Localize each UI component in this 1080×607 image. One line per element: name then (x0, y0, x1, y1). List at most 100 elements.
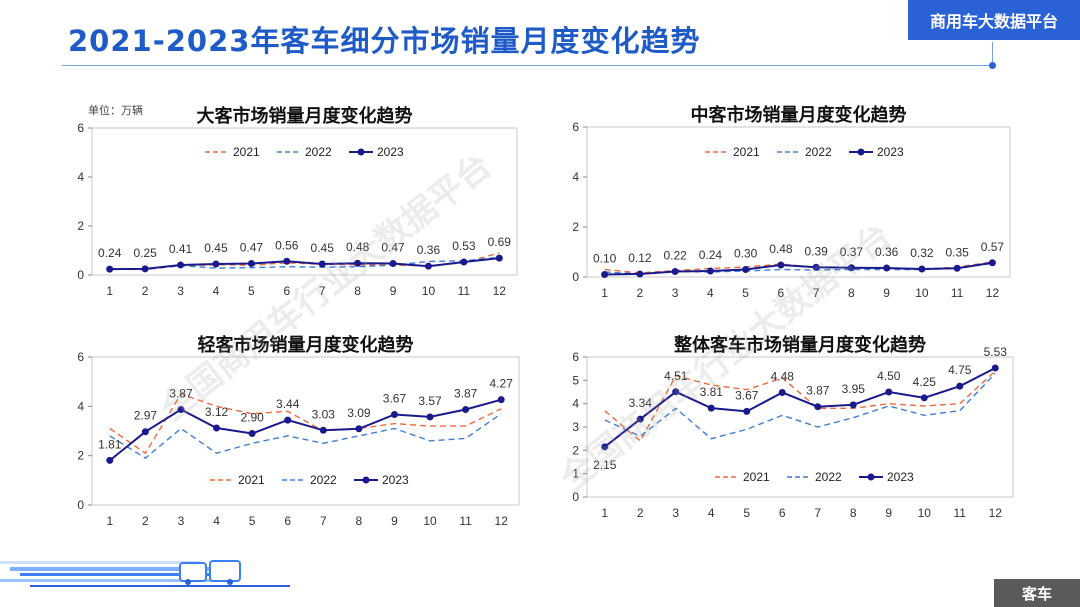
x-tick-label: 7 (320, 514, 327, 528)
x-tick-label: 8 (356, 514, 363, 528)
x-tick-label: 1 (106, 514, 113, 528)
data-label: 0.48 (769, 242, 793, 256)
y-tick-label: 2 (572, 443, 579, 457)
data-label: 4.48 (771, 369, 795, 383)
data-label: 4.25 (913, 375, 937, 389)
data-point-2023 (247, 259, 255, 267)
legend-label: 2023 (887, 470, 914, 484)
legend-marker (857, 148, 865, 156)
chart-total-bus: 0 1 2 3 4 5 6 1 2 3 4 5 6 7 8 9 10 11 12 整体客车市场销量月度变化趋势 2.15… (555, 325, 1025, 535)
legend-label: 2023 (877, 145, 904, 159)
y-tick-label: 3 (572, 420, 579, 434)
y-tick-label: 6 (77, 121, 84, 135)
series-line-2022 (604, 372, 996, 440)
data-label: 3.57 (418, 394, 442, 408)
data-point-2023 (141, 428, 149, 436)
x-tick-label: 4 (707, 286, 714, 300)
x-tick-label: 3 (672, 506, 679, 520)
y-tick-label: 6 (77, 350, 84, 364)
x-tick-label: 6 (284, 514, 291, 528)
legend-label: 2021 (233, 145, 260, 159)
x-tick-label: 10 (423, 514, 437, 528)
data-point-2023 (706, 267, 714, 275)
x-tick-label: 2 (637, 286, 644, 300)
data-point-2023 (742, 266, 750, 273)
data-point-2023 (777, 261, 785, 269)
data-point-2023 (177, 261, 185, 269)
x-tick-label: 4 (213, 284, 220, 298)
data-label: 0.48 (346, 240, 370, 254)
data-point-2023 (885, 388, 893, 396)
y-tick-label: 2 (77, 449, 84, 463)
data-point-2023 (495, 254, 503, 262)
x-tick-label: 12 (495, 514, 509, 528)
data-label: 0.32 (910, 246, 934, 260)
data-point-2023 (213, 424, 221, 432)
y-tick-label: 0 (77, 268, 84, 282)
plot-frame (586, 356, 1014, 498)
y-tick-label: 2 (77, 219, 84, 233)
data-point-2023 (283, 257, 291, 265)
y-tick-label: 2 (572, 220, 579, 234)
x-tick-label: 2 (142, 284, 149, 298)
data-label: 3.44 (276, 397, 300, 411)
data-label: 0.25 (133, 246, 157, 260)
data-point-2023 (248, 429, 256, 437)
data-point-2023 (355, 425, 363, 433)
x-tick-label: 2 (142, 514, 149, 528)
y-tick-label: 4 (572, 170, 579, 184)
legend-marker (357, 148, 365, 156)
x-tick-label: 2 (637, 506, 644, 520)
data-point-2023 (920, 394, 928, 402)
x-tick-label: 12 (493, 284, 507, 298)
x-tick-label: 5 (249, 514, 256, 528)
legend-marker (867, 473, 875, 481)
legend-label: 2023 (377, 145, 404, 159)
series-line-2021 (109, 393, 502, 455)
data-label: 0.45 (204, 241, 228, 255)
x-tick-label: 1 (601, 286, 608, 300)
data-label: 4.51 (664, 369, 688, 383)
data-point-2023 (672, 388, 680, 396)
data-label: 3.95 (842, 382, 866, 396)
x-tick-label: 8 (850, 506, 857, 520)
y-tick-label: 4 (572, 397, 579, 411)
data-label: 3.12 (205, 405, 229, 419)
data-point-2023 (390, 410, 398, 418)
x-tick-label: 8 (848, 286, 855, 300)
x-tick-label: 8 (354, 284, 361, 298)
data-label: 0.10 (593, 252, 617, 266)
data-label: 0.24 (699, 248, 723, 262)
title-divider (62, 65, 994, 66)
data-label: 4.50 (877, 369, 901, 383)
legend-marker (362, 476, 370, 484)
plot-frame (91, 127, 518, 276)
data-point-2023 (953, 264, 961, 272)
data-point-2023 (177, 406, 185, 414)
legend-label: 2021 (238, 473, 265, 487)
x-tick-label: 9 (883, 286, 890, 300)
x-tick-label: 10 (422, 284, 436, 298)
data-label: 3.34 (629, 396, 653, 410)
x-tick-label: 12 (989, 506, 1003, 520)
data-label: 3.09 (347, 406, 371, 420)
x-tick-label: 1 (601, 506, 608, 520)
data-label: 0.47 (381, 240, 405, 254)
data-point-2023 (462, 406, 470, 414)
data-label: 0.37 (840, 245, 864, 259)
title-rule-tick (992, 42, 993, 64)
chart-title: 中客市场销量月度变化趋势 (691, 104, 907, 126)
brand-badge: 商用车大数据平台 (908, 0, 1080, 40)
data-label: 5.53 (984, 345, 1008, 359)
series-line-2023 (109, 257, 500, 271)
data-label: 2.90 (240, 410, 264, 424)
data-point-2023 (847, 264, 855, 272)
data-label: 0.30 (734, 247, 758, 261)
data-point-2023 (601, 443, 609, 451)
data-point-2023 (284, 416, 292, 424)
data-label: 0.12 (628, 251, 652, 265)
data-point-2023 (849, 401, 857, 409)
legend-label: 2021 (733, 145, 760, 159)
